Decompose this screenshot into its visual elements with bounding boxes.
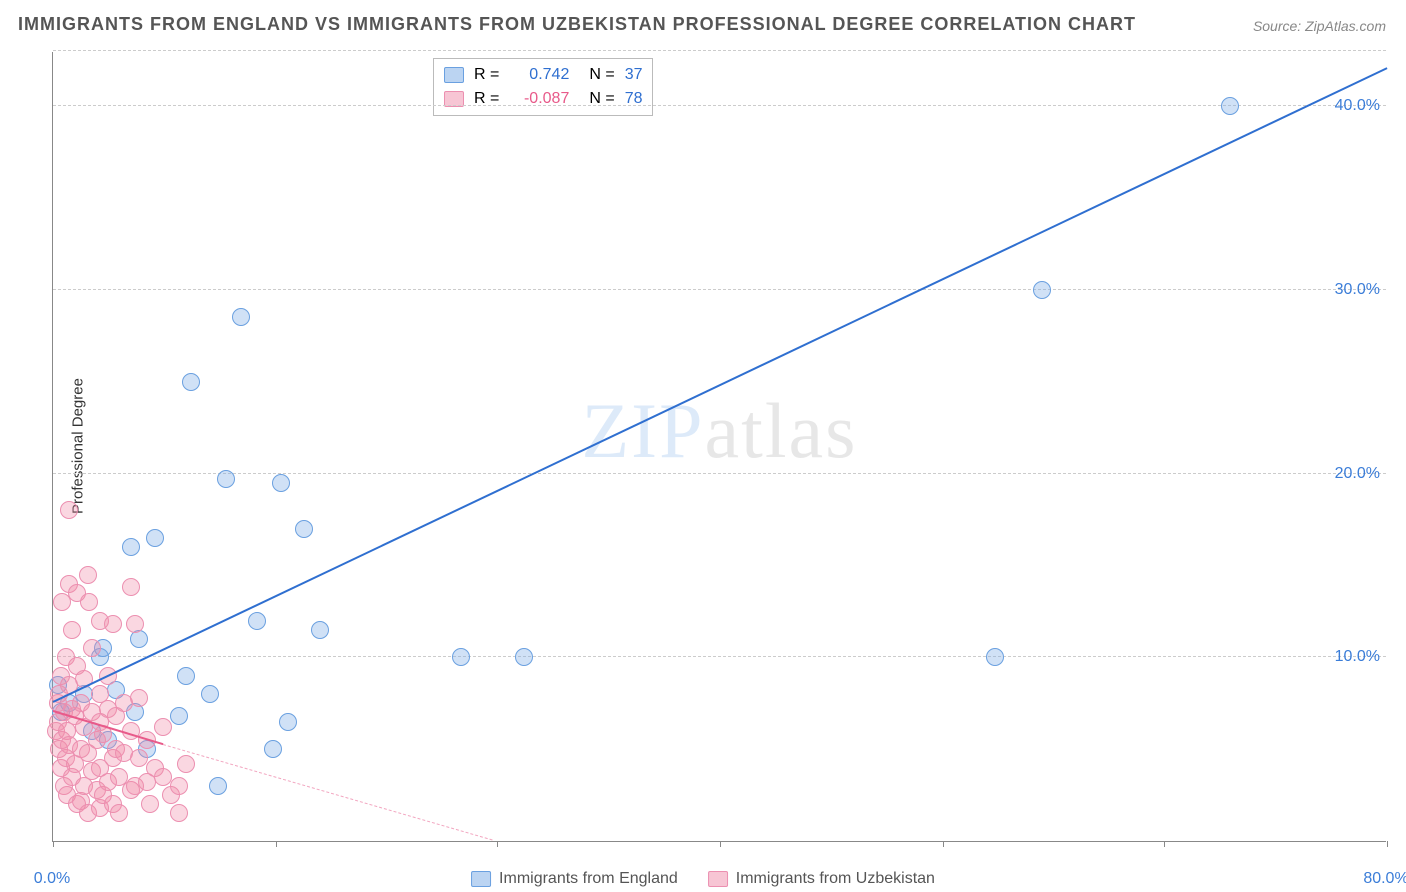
data-point [264, 740, 282, 758]
data-point [295, 520, 313, 538]
y-tick-label: 40.0% [1335, 97, 1380, 115]
x-tick [720, 841, 721, 847]
data-point [1033, 281, 1051, 299]
x-tick [1164, 841, 1165, 847]
gridline [53, 105, 1386, 106]
legend-label: Immigrants from Uzbekistan [736, 870, 935, 888]
r-value: -0.087 [509, 87, 569, 111]
x-tick [1387, 841, 1388, 847]
x-tick [276, 841, 277, 847]
legend: Immigrants from England Immigrants from U… [471, 870, 935, 888]
data-point [986, 648, 1004, 666]
y-tick-label: 30.0% [1335, 281, 1380, 299]
data-point [63, 621, 81, 639]
n-label: N = [589, 87, 614, 111]
n-value: 78 [625, 87, 643, 111]
legend-item: Immigrants from England [471, 870, 678, 888]
stats-row: R = -0.087 N = 78 [444, 87, 642, 111]
data-point [177, 667, 195, 685]
data-point [79, 566, 97, 584]
data-point [452, 648, 470, 666]
data-point [154, 718, 172, 736]
gridline [53, 656, 1386, 657]
data-point [279, 713, 297, 731]
swatch-icon [708, 871, 728, 887]
x-tick [497, 841, 498, 847]
gridline [53, 50, 1386, 51]
data-point [170, 777, 188, 795]
data-point [170, 804, 188, 822]
data-point [209, 777, 227, 795]
x-tick [53, 841, 54, 847]
data-point [83, 639, 101, 657]
stats-box: R = 0.742 N = 37 R = -0.087 N = 78 [433, 58, 653, 116]
data-point [232, 308, 250, 326]
data-point [248, 612, 266, 630]
data-point [80, 593, 98, 611]
y-tick-label: 20.0% [1335, 465, 1380, 483]
data-point [217, 470, 235, 488]
data-point [182, 373, 200, 391]
r-label: R = [474, 87, 499, 111]
r-label: R = [474, 63, 499, 87]
trend-line [53, 67, 1388, 703]
legend-item: Immigrants from Uzbekistan [708, 870, 935, 888]
data-point [141, 795, 159, 813]
r-value: 0.742 [509, 63, 569, 87]
data-point [122, 538, 140, 556]
data-point [104, 615, 122, 633]
watermark-part2: atlas [705, 387, 858, 474]
chart-title: IMMIGRANTS FROM ENGLAND VS IMMIGRANTS FR… [18, 14, 1136, 35]
data-point [110, 804, 128, 822]
data-point [515, 648, 533, 666]
data-point [126, 615, 144, 633]
swatch-icon [471, 871, 491, 887]
data-point [122, 578, 140, 596]
data-point [60, 501, 78, 519]
plot-area: ZIPatlas R =0.742N =37R =-0.087N =78 10.… [52, 52, 1386, 842]
data-point [177, 755, 195, 773]
data-point [1221, 97, 1239, 115]
data-point [146, 529, 164, 547]
n-value: 37 [625, 63, 643, 87]
x-tick-label: 0.0% [34, 870, 70, 888]
source-label: Source: ZipAtlas.com [1253, 18, 1386, 34]
data-point [130, 689, 148, 707]
x-tick-label: 80.0% [1363, 870, 1406, 888]
n-label: N = [589, 63, 614, 87]
gridline [53, 473, 1386, 474]
stats-row: R = 0.742 N = 37 [444, 63, 642, 87]
legend-label: Immigrants from England [499, 870, 678, 888]
data-point [272, 474, 290, 492]
data-point [170, 707, 188, 725]
data-point [201, 685, 219, 703]
data-point [311, 621, 329, 639]
swatch-icon [444, 67, 464, 83]
x-tick [943, 841, 944, 847]
y-tick-label: 10.0% [1335, 648, 1380, 666]
gridline [53, 289, 1386, 290]
